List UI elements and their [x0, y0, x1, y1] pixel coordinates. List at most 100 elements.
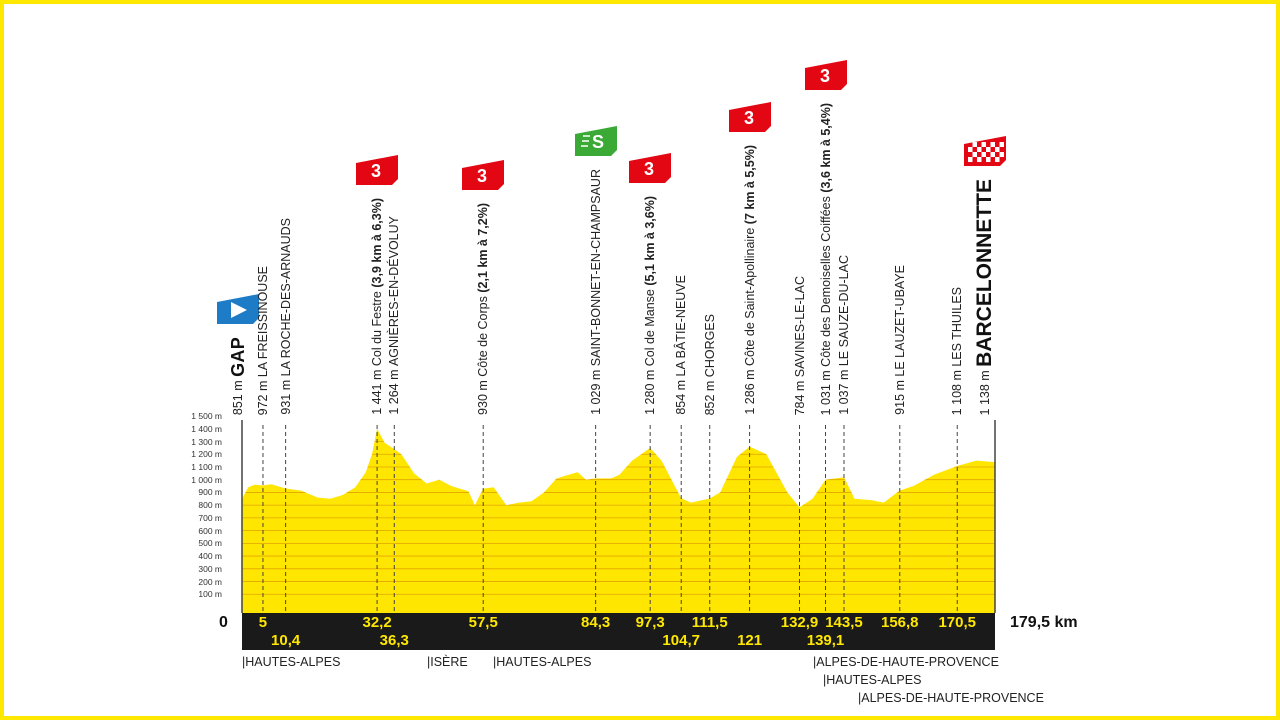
waypoint-label: 931 m LA ROCHE-DES-ARNAUDS: [276, 218, 296, 415]
waypoint-elevation: 784 m: [792, 376, 807, 415]
km-label: 132,9: [780, 614, 819, 631]
km-label: 57,5: [468, 614, 498, 631]
waypoint-name: LE LAUZET-UBAYE: [892, 265, 907, 377]
km-label: 84,3: [581, 614, 611, 631]
waypoint-elevation: 851 m: [231, 376, 245, 415]
waypoint-label: 1 037 m LE SAUZE-DU-LAC: [834, 255, 854, 415]
y-tick-label: 900 m: [198, 487, 222, 498]
waypoint-elevation: 1 441 m: [370, 366, 385, 415]
waypoint: 931 m LA ROCHE-DES-ARNAUDS: [276, 218, 296, 415]
climb-detail: (5,1 km à 3,6%): [643, 196, 658, 286]
km-label: 170,5: [938, 614, 977, 631]
climb-cat-3-icon: 3: [627, 153, 673, 190]
y-tick-label: 500 m: [198, 538, 222, 549]
waypoint-elevation: 1 264 m: [387, 366, 402, 415]
y-tick-label: 1 400 m: [191, 423, 222, 434]
finish-flag-icon: [962, 135, 1008, 173]
waypoint: 972 m LA FREISSINOUSE: [253, 266, 273, 415]
waypoint-elevation: 1 029 m: [588, 366, 603, 415]
start-flag-icon: [215, 293, 261, 331]
waypoint: 3 930 m Côte de Corps (2,1 km à 7,2%): [462, 160, 505, 415]
y-tick-label: 1 500 m: [191, 411, 222, 422]
waypoint-elevation: 1 037 m: [836, 366, 851, 415]
climb-detail: (7 km à 5,5%): [742, 145, 757, 225]
climb-cat-3-icon: 3: [354, 155, 400, 192]
waypoint-label: 851 m GAP: [228, 337, 248, 415]
y-tick-label: 800 m: [198, 500, 222, 511]
waypoint-name: Côte de Corps: [476, 296, 491, 377]
svg-text:S: S: [592, 132, 604, 152]
waypoint-elevation: 972 m: [255, 376, 270, 415]
region-label: |ALPES-DE-HAUTE-PROVENCE: [813, 655, 999, 669]
waypoint-name: AGNIÈRES-EN-DÉVOLUY: [387, 216, 402, 367]
y-tick-label: 700 m: [198, 512, 222, 523]
waypoint-name: LA ROCHE-DES-ARNAUDS: [278, 218, 293, 377]
waypoint: 851 m GAP: [217, 293, 259, 415]
waypoint-name: Col du Festre: [370, 291, 385, 367]
km-label: 111,5: [691, 614, 728, 631]
waypoint-elevation: 930 m: [476, 376, 491, 415]
y-tick-label: 600 m: [198, 525, 222, 536]
waypoint-label: 1 031 m Côte des Demoiselles Coiffées (3…: [816, 103, 836, 415]
y-tick-label: 100 m: [198, 589, 222, 600]
waypoint-elevation: 931 m: [278, 376, 293, 415]
y-tick-label: 400 m: [198, 551, 222, 562]
y-tick-label: 1 000 m: [191, 474, 222, 485]
svg-text:3: 3: [644, 159, 654, 179]
waypoint-elevation: 1 108 m: [950, 366, 965, 415]
waypoint: 915 m LE LAUZET-UBAYE: [890, 265, 910, 415]
waypoint-label: 852 m CHORGES: [700, 314, 720, 415]
waypoint: 784 m SAVINES-LE-LAC: [790, 276, 810, 415]
waypoint-name: LES THUILES: [950, 286, 965, 367]
y-tick-label: 1 200 m: [191, 449, 222, 460]
waypoint-elevation: 1 286 m: [742, 366, 757, 415]
waypoint-elevation: 854 m: [674, 376, 689, 415]
km-label: 5: [258, 614, 268, 631]
waypoint-name: LA BÂTIE-NEUVE: [674, 275, 689, 377]
climb-cat-3-icon: 3: [460, 160, 506, 197]
region-label: |ISÈRE: [427, 655, 468, 669]
region-label: |ALPES-DE-HAUTE-PROVENCE: [858, 691, 1044, 705]
km-label: 36,3: [379, 632, 409, 649]
waypoint: 1 108 m LES THUILES: [947, 287, 967, 415]
waypoint: S 1 029 m SAINT-BONNET-EN-CHAMPSAUR: [574, 126, 617, 415]
waypoint-name: Col de Manse: [643, 289, 658, 367]
svg-text:3: 3: [820, 66, 830, 86]
waypoint-name: SAVINES-LE-LAC: [792, 275, 807, 377]
waypoint-name: Côte des Demoiselles Coiffées: [818, 195, 833, 367]
profile-area: [242, 428, 995, 613]
climb-detail: (2,1 km à 7,2%): [476, 203, 491, 293]
y-tick-label: 1 100 m: [191, 461, 222, 472]
waypoint-name: CHORGES: [702, 313, 717, 377]
waypoint-label: 1 264 m AGNIÈRES-EN-DÉVOLUY: [384, 216, 404, 415]
waypoint-elevation: 852 m: [702, 376, 717, 415]
svg-text:3: 3: [371, 161, 381, 181]
y-tick-label: 1 300 m: [191, 436, 222, 447]
waypoint-name: GAP: [228, 336, 248, 377]
waypoint-label: 1 280 m Col de Manse (5,1 km à 3,6%): [640, 196, 660, 415]
waypoint-name: BARCELONNETTE: [973, 178, 996, 367]
sprint-icon: S: [573, 126, 619, 163]
climb-cat-3-icon: 3: [803, 59, 849, 97]
waypoint-label: 1 286 m Côte de Saint-Apollinaire (7 km …: [740, 145, 760, 415]
waypoint-label: 1 029 m SAINT-BONNET-EN-CHAMPSAUR: [586, 169, 606, 415]
waypoint-name: LA FREISSINOUSE: [255, 265, 270, 377]
km-label: 143,5: [825, 614, 863, 631]
climb-detail: (3,9 km à 6,3%): [370, 198, 385, 288]
km-band: [242, 613, 995, 650]
region-label: |HAUTES-ALPES: [493, 655, 592, 669]
svg-text:3: 3: [744, 108, 754, 128]
km-label: 10,4: [271, 632, 301, 649]
waypoint-elevation: 1 138 m: [978, 366, 992, 415]
waypoint-name: SAINT-BONNET-EN-CHAMPSAUR: [588, 169, 603, 367]
km-label: 32,2: [362, 614, 392, 631]
waypoint: 852 m CHORGES: [700, 314, 720, 415]
y-tick-label: 200 m: [198, 576, 222, 587]
waypoint: 3 1 280 m Col de Manse (5,1 km à 3,6%): [629, 153, 672, 415]
region-label: |HAUTES-ALPES: [823, 673, 922, 687]
waypoint-elevation: 1 031 m: [818, 366, 833, 415]
waypoint: 3 1 031 m Côte des Demoiselles Coiffées (…: [804, 59, 847, 415]
waypoint-name: LE SAUZE-DU-LAC: [836, 255, 851, 367]
waypoint-label: 1 108 m LES THUILES: [947, 287, 967, 415]
